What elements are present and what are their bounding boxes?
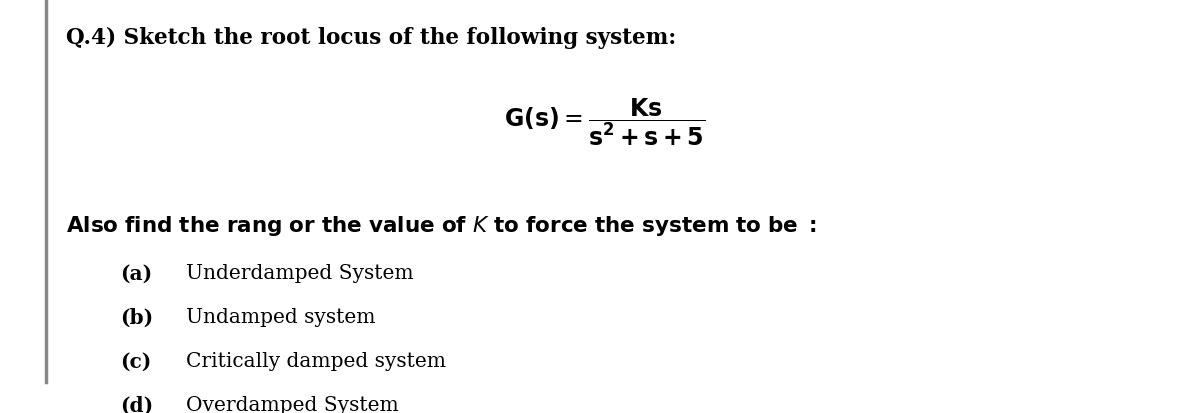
Text: $\mathbf{Also\ find\ the\ rang\ or\ the\ value\ of\ \mathit{K}\ to\ force\ the\ : $\mathbf{Also\ find\ the\ rang\ or\ the\… bbox=[66, 214, 817, 238]
Text: $\mathbf{G(s)} = \dfrac{\mathbf{Ks}}{\mathbf{s^2 + s + 5}}$: $\mathbf{G(s)} = \dfrac{\mathbf{Ks}}{\ma… bbox=[504, 96, 706, 148]
Text: Overdamped System: Overdamped System bbox=[186, 395, 398, 413]
Text: (d): (d) bbox=[120, 395, 154, 413]
Text: Undamped system: Undamped system bbox=[186, 307, 376, 326]
Text: Underdamped System: Underdamped System bbox=[186, 263, 414, 282]
Text: (c): (c) bbox=[120, 351, 151, 371]
Text: Critically damped system: Critically damped system bbox=[186, 351, 446, 370]
Text: Q.4) Sketch the root locus of the following system:: Q.4) Sketch the root locus of the follow… bbox=[66, 27, 677, 49]
Text: (a): (a) bbox=[120, 263, 152, 283]
Text: (b): (b) bbox=[120, 307, 154, 328]
